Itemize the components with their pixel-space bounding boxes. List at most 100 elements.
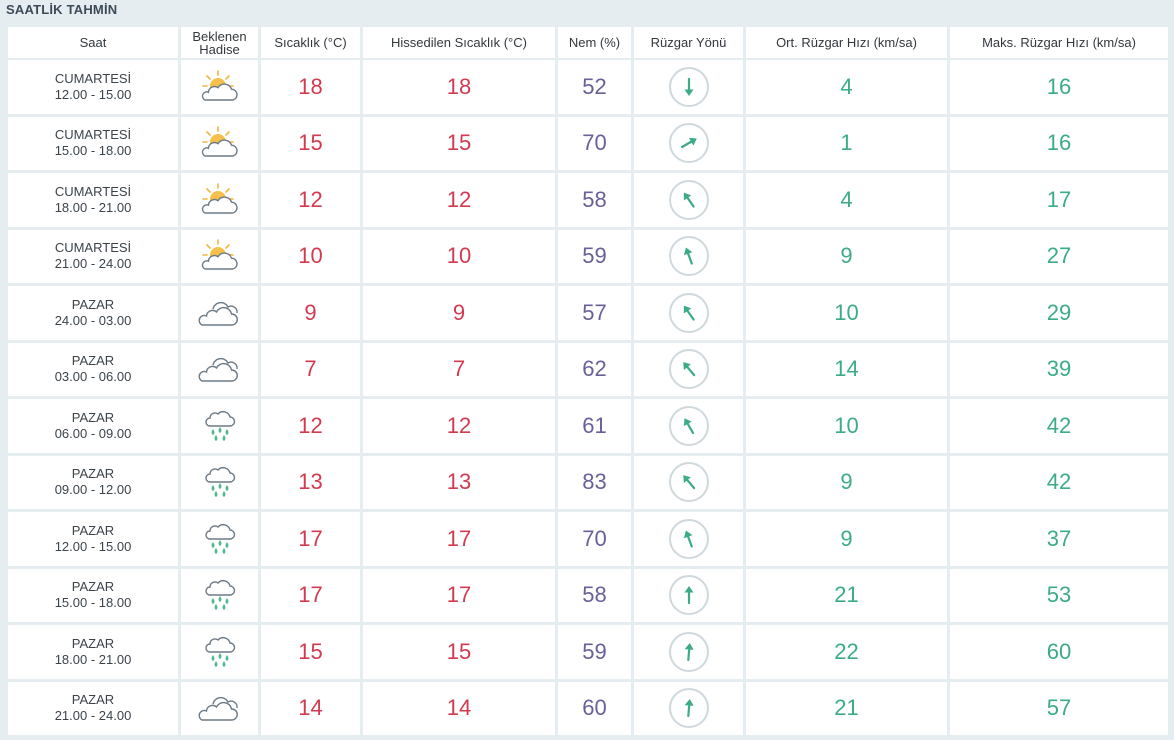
weather-cell [181, 512, 258, 566]
humidity-value: 59 [558, 229, 631, 283]
weather-cell [181, 229, 258, 283]
avg-wind-value: 10 [746, 399, 947, 453]
max-wind-value: 42 [950, 455, 1168, 509]
weather-cell [181, 60, 258, 114]
period-label: 18.00 - 21.00 [54, 651, 132, 667]
time-cell: PAZAR 24.00 - 03.00 [8, 286, 178, 340]
max-wind-value: 57 [950, 681, 1168, 735]
wind-direction-cell [634, 512, 743, 566]
feels-like-value: 12 [363, 399, 555, 453]
wind-direction-cell [634, 625, 743, 679]
day-label: CUMARTESİ [54, 70, 132, 86]
max-wind-value: 27 [950, 229, 1168, 283]
weather-cell [181, 568, 258, 622]
temperature-value: 18 [261, 60, 360, 114]
weather-cell [181, 455, 258, 509]
avg-wind-value: 22 [746, 625, 947, 679]
period-label: 24.00 - 03.00 [54, 312, 132, 328]
table-row: PAZAR 12.00 - 15.00 17 17 70 9 37 [8, 512, 1168, 569]
rain-icon [196, 521, 244, 557]
partly-cloudy-icon [196, 182, 244, 218]
table-row: PAZAR 21.00 - 24.00 14 14 60 21 57 [8, 681, 1168, 739]
partly-cloudy-icon [196, 125, 244, 161]
humidity-value: 61 [558, 399, 631, 453]
weather-cell [181, 342, 258, 396]
avg-wind-value: 4 [746, 60, 947, 114]
temperature-value: 12 [261, 399, 360, 453]
time-cell: PAZAR 21.00 - 24.00 [8, 681, 178, 735]
weather-cell [181, 173, 258, 227]
temperature-value: 15 [261, 116, 360, 170]
weather-cell [181, 116, 258, 170]
header-humidity: Nem (%) [558, 27, 631, 58]
header-expected-event: Beklenen Hadise [181, 27, 258, 58]
wind-direction-arrow-icon [668, 518, 709, 559]
wind-direction-arrow-icon [668, 123, 709, 164]
day-label: CUMARTESİ [54, 127, 132, 143]
humidity-value: 58 [558, 173, 631, 227]
header-max-wind: Maks. Rüzgar Hızı (km/sa) [950, 27, 1168, 58]
header-wind-direction: Rüzgar Yönü [634, 27, 743, 58]
cloudy-icon [196, 351, 244, 387]
period-label: 03.00 - 06.00 [54, 369, 132, 385]
table-row: CUMARTESİ 15.00 - 18.00 15 15 70 1 16 [8, 116, 1168, 174]
wind-direction-cell [634, 399, 743, 453]
partly-cloudy-icon [196, 69, 244, 105]
max-wind-value: 53 [950, 568, 1168, 622]
rain-icon [196, 577, 244, 613]
day-label: PAZAR [71, 522, 115, 538]
day-label: PAZAR [71, 296, 115, 312]
table-row: PAZAR 06.00 - 09.00 12 12 61 10 42 [8, 399, 1168, 456]
time-cell: PAZAR 03.00 - 06.00 [8, 342, 178, 396]
period-label: 21.00 - 24.00 [54, 256, 132, 272]
time-cell: PAZAR 12.00 - 15.00 [8, 512, 178, 566]
max-wind-value: 60 [950, 625, 1168, 679]
feels-like-value: 13 [363, 455, 555, 509]
header-event-line1: Beklenen [192, 28, 247, 44]
wind-direction-cell [634, 681, 743, 735]
max-wind-value: 16 [950, 116, 1168, 170]
day-label: PAZAR [71, 353, 115, 369]
wind-direction-cell [634, 229, 743, 283]
period-label: 15.00 - 18.00 [54, 143, 132, 159]
table-row: PAZAR 18.00 - 21.00 15 15 59 22 60 [8, 625, 1168, 682]
humidity-value: 83 [558, 455, 631, 509]
time-cell: PAZAR 15.00 - 18.00 [8, 568, 178, 622]
avg-wind-value: 9 [746, 229, 947, 283]
wind-direction-cell [634, 568, 743, 622]
weather-cell [181, 399, 258, 453]
humidity-value: 57 [558, 286, 631, 340]
table-header: Saat Beklenen Hadise Sıcaklık (°C) Hisse… [8, 27, 1168, 58]
feels-like-value: 14 [363, 681, 555, 735]
hourly-forecast-table: Saat Beklenen Hadise Sıcaklık (°C) Hisse… [8, 27, 1168, 738]
partly-cloudy-icon [196, 238, 244, 274]
humidity-value: 58 [558, 568, 631, 622]
max-wind-value: 17 [950, 173, 1168, 227]
table-row: PAZAR 24.00 - 03.00 9 9 57 10 29 [8, 286, 1168, 343]
header-avg-wind: Ort. Rüzgar Hızı (km/sa) [746, 27, 947, 58]
period-label: 15.00 - 18.00 [54, 595, 132, 611]
time-cell: PAZAR 09.00 - 12.00 [8, 455, 178, 509]
max-wind-value: 29 [950, 286, 1168, 340]
cloudy-icon [196, 690, 244, 726]
period-label: 18.00 - 21.00 [54, 199, 132, 215]
table-row: CUMARTESİ 12.00 - 15.00 18 18 52 4 16 [8, 60, 1168, 117]
header-temperature: Sıcaklık (°C) [261, 27, 360, 58]
period-label: 12.00 - 15.00 [54, 86, 132, 102]
avg-wind-value: 14 [746, 342, 947, 396]
cloudy-icon [196, 295, 244, 331]
wind-direction-arrow-icon [668, 66, 709, 107]
avg-wind-value: 1 [746, 116, 947, 170]
weather-cell [181, 681, 258, 735]
time-cell: CUMARTESİ 15.00 - 18.00 [8, 116, 178, 170]
humidity-value: 62 [558, 342, 631, 396]
feels-like-value: 9 [363, 286, 555, 340]
avg-wind-value: 9 [746, 455, 947, 509]
humidity-value: 59 [558, 625, 631, 679]
wind-direction-arrow-icon [668, 236, 709, 277]
time-cell: PAZAR 06.00 - 09.00 [8, 399, 178, 453]
wind-direction-arrow-icon [668, 179, 709, 220]
temperature-value: 13 [261, 455, 360, 509]
rain-icon [196, 408, 244, 444]
temperature-value: 17 [261, 568, 360, 622]
